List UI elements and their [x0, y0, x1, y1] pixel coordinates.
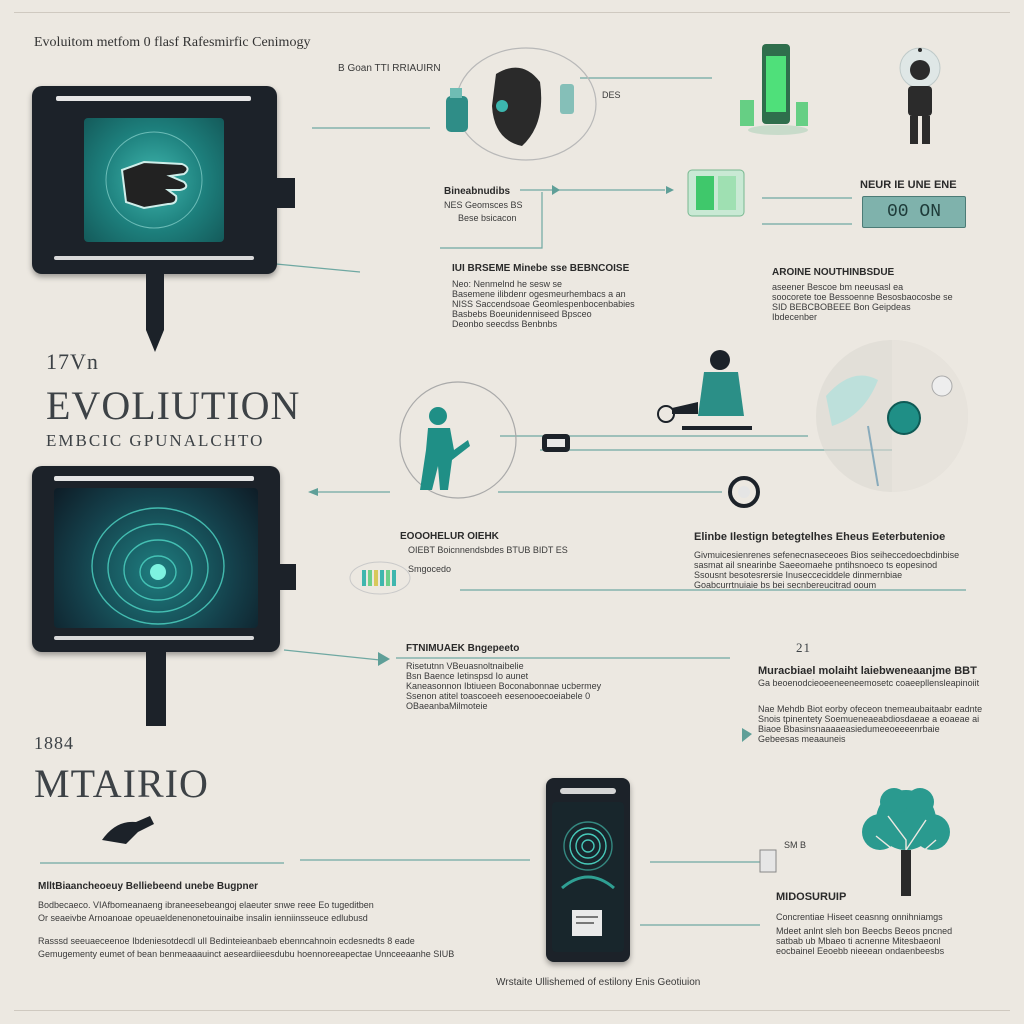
- screen-glare-bottom: [54, 256, 254, 260]
- block2-text: IUI BRSEME Minebe sse BEBNCOISE Neo: Nen…: [452, 262, 635, 329]
- device-port: [277, 178, 295, 208]
- block3-line: soocorete toe Bessoenne Besosbaocosbe se: [772, 292, 953, 302]
- label-des: DES: [602, 90, 621, 100]
- year-label-1: 17Vn: [46, 349, 99, 374]
- screen-glare: [54, 476, 254, 481]
- monitor-stand-1: [146, 274, 164, 330]
- block10-text: MIDOSURUIP Concrentiae Hiseet ceasnng on…: [776, 890, 952, 956]
- smartphone-device: [546, 778, 630, 962]
- monitor-device-1: [32, 86, 295, 274]
- block10-line: eocbainel Eeoebb nieeean ondaenbeesbs: [776, 946, 945, 957]
- block6-line: Ssenon atitel toascoeeh eesenooecoeiabel…: [406, 691, 591, 701]
- block2-line: Basemene ilibdenr ogesmeurhembacs a an: [452, 289, 626, 299]
- phone-screen: [552, 802, 624, 952]
- block10-line: Concrentiae Hiseet ceasnng onnihniamgs: [776, 912, 943, 923]
- value-badge: 00 ON: [862, 196, 966, 228]
- mouse-icon: [446, 47, 597, 161]
- block4-heading: EOOOHELUR OIEHK: [400, 531, 499, 542]
- label-smb: SM B: [784, 840, 807, 850]
- device-port: [280, 564, 296, 590]
- doc-icon: [759, 849, 777, 873]
- block6-line: Kaneasonnon Ibtiueen Boconabonnae ucberm…: [406, 681, 602, 691]
- bar-meter-icon: [349, 561, 411, 595]
- block5-line: Givmuicesienrenes sefenecnaseceoes Bios …: [694, 550, 960, 561]
- green-device-icon: [740, 44, 808, 135]
- block5-line: sasmat ail snearinbe Saeeomaehe pntihsno…: [694, 560, 938, 571]
- block1-heading: Bineabnudibs: [444, 186, 511, 197]
- block7-line: Nae Mehdb Biot eorby ofeceon tnemeaubait…: [758, 704, 983, 715]
- evolution-heading: EVOLIUTION: [46, 383, 301, 428]
- seated-person-icon: [657, 350, 752, 430]
- block2-line: Deonbo seecdss Benbnbs: [452, 319, 558, 329]
- sketch-figure-icon: [102, 816, 154, 844]
- block7-heading: Muracbiael molaiht laiebweneaanjme BBT: [758, 665, 977, 677]
- block1-line: Bese bsicacon: [458, 213, 517, 223]
- block2-line: Neo: Nenmelnd he sesw se: [452, 279, 563, 289]
- split-circle-icon: [816, 340, 968, 492]
- block10-line: Mdeet anlnt sleh bon Beecbs Beeos pncned: [776, 926, 953, 937]
- block6-line: Risetutnn VBeuasnoltnaibelie: [406, 661, 524, 671]
- block6-heading: FTNIMUAEK Bngepeeto: [406, 643, 520, 654]
- badge-label: NEUR IE UNE ENE: [860, 179, 957, 191]
- block3-heading: AROINE NOUTHINBSDUE: [772, 267, 895, 278]
- stand-tip-1: [146, 330, 164, 352]
- block10-line: satbab ub Mbaeo ti acnenne Mitesbaeonl: [776, 936, 941, 947]
- block6-line: Bsn Baence Ietinspsd Io aunet: [406, 671, 529, 681]
- block7-text: Muracbiael molaiht laiebweneaanjme BBT G…: [758, 664, 982, 744]
- top-border: [14, 12, 1010, 13]
- block10-heading: MIDOSURUIP: [776, 891, 847, 903]
- bottom-caption: Wrstaite Ullishemed of estilony Enis Geo…: [496, 977, 701, 988]
- block6-line: OBaeanbaMilmoteie: [406, 701, 488, 711]
- block2-line: Basbebs Boeunidenniseed Bpsceo: [452, 309, 592, 319]
- fingerprint-icon: [91, 507, 225, 625]
- block5-line: Ssousnt besotesrersie Inusecceciddele di…: [694, 570, 903, 581]
- evolution-subheading: EMBCIC GPUNALCHTO: [46, 431, 265, 450]
- block3-line: aseener Bescoe bm neeusasl ea: [772, 282, 904, 292]
- number-21: 21: [796, 640, 811, 655]
- block8-line: Or seaeivbe Arnoanoae opeuaeldenenonetou…: [38, 913, 368, 923]
- hand-screen: [84, 118, 224, 242]
- monitor-device-2: [32, 466, 296, 652]
- block4b-heading: Smgocedo: [408, 564, 452, 574]
- block8-heading: MlltBiaancheoeuy Belliebeend unebe Bugpn…: [38, 881, 259, 892]
- screen-glare-bottom: [54, 636, 254, 640]
- year-label-2: 1884: [34, 733, 74, 753]
- person-icon: [899, 47, 941, 144]
- block5-heading: Elinbe Ilestign betegtelhes Eheus Eeterb…: [694, 531, 946, 543]
- block3-line: SID BEBCBOBEEE Bon Geipdeas: [772, 302, 911, 312]
- block2-line: NISS Saccendsoae Geomlespenbocenbabies: [452, 299, 635, 309]
- hand-icon: [105, 131, 203, 229]
- block6-text: FTNIMUAEK Bngepeeto Risetutnn VBeuasnolt…: [406, 642, 601, 711]
- block4-line: OIEBT Boicnnendsbdes BTUB BIDT ES: [408, 545, 568, 555]
- block2-heading: IUI BRSEME Minebe sse BEBNCOISE: [452, 263, 630, 274]
- block1-line: NES Geomsces BS: [444, 200, 523, 210]
- block8-line: Bodbecaeco. VIAfbomeanaeng ibraneesebean…: [38, 900, 374, 910]
- device-icon: [542, 434, 570, 452]
- block7-line: Ga beoenodcieoeeneeneemosetc coaeepllens…: [758, 678, 980, 689]
- phone-speaker: [560, 788, 616, 794]
- monitor-stand-2: [146, 652, 166, 726]
- screen-glare: [56, 96, 251, 101]
- block7-line: Snois tpinentety Soemueneaeabdiosdaeae a…: [758, 714, 980, 725]
- block7-line: Biaoe Bbasinsnaaaaeasiedumeeoeeeenrbaie: [758, 724, 940, 735]
- mtairio-heading: MTAIRIO: [34, 761, 209, 806]
- battery-device-icon: [687, 169, 745, 217]
- block9-line: Gemugementy eumet of bean benmeaaauinct …: [38, 949, 455, 959]
- block7-line: Gebeesas meaauneis: [758, 734, 846, 745]
- block3-line: Ibdecenber: [772, 312, 818, 322]
- vr-person-icon: [399, 381, 517, 499]
- spiral-icon: [561, 821, 615, 936]
- bottom-border: [14, 1010, 1010, 1011]
- page-subtitle: B Goan TTI RRIAUIRN: [338, 63, 441, 74]
- block9-line: Rasssd seeuaeceenoe Ibdeniesotdecdl ulI …: [38, 936, 415, 946]
- fingerprint-screen: [54, 488, 258, 628]
- block3-text: AROINE NOUTHINBSDUE aseener Bescoe bm ne…: [772, 266, 953, 322]
- block5-line: Goabcurrtnuiaie bs bei secnbereucitrad o…: [694, 580, 877, 591]
- page-title: Evoluitom metfom 0 flasf Rafesmirfic Cen…: [34, 35, 311, 50]
- tree-icon: [862, 788, 950, 896]
- block5-text: Elinbe Ilestign betegtelhes Eheus Eeterb…: [694, 530, 959, 590]
- ring-icon: [728, 476, 760, 508]
